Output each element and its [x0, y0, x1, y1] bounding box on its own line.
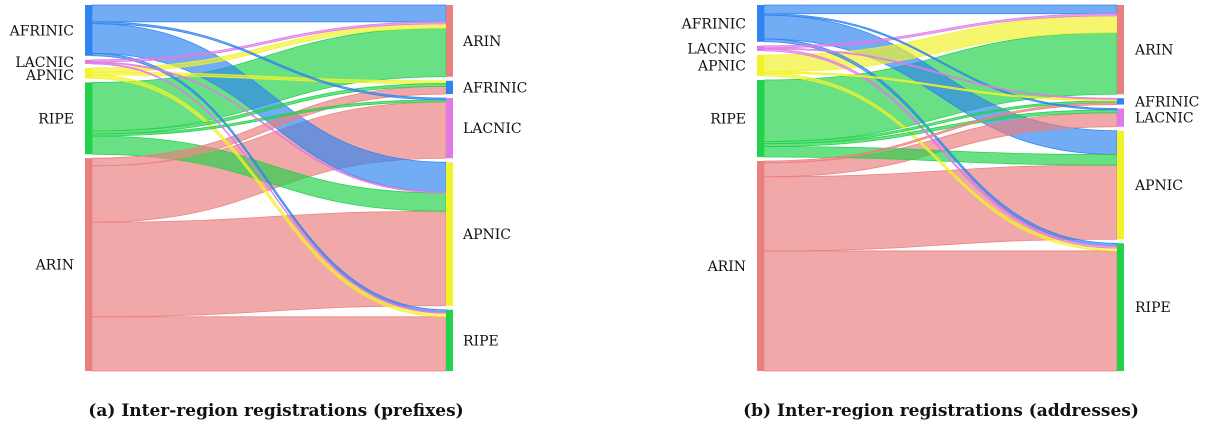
target-node-lacnic [446, 98, 453, 159]
target-node-afrinic [1117, 98, 1124, 105]
source-node-apnic [757, 55, 764, 76]
source-label-lacnic: LACNIC [687, 41, 746, 57]
target-label-ripe: RIPE [463, 333, 499, 349]
target-node-lacnic [1117, 108, 1124, 127]
flow-afrinic-to-arin [763, 4, 1118, 15]
source-node-ripe [757, 80, 764, 157]
source-node-afrinic [757, 5, 764, 42]
target-label-apnic: APNIC [462, 227, 511, 243]
region-labels: AFRINICLACNICAPNICRIPEARINARINAFRINICLAC… [9, 23, 528, 349]
source-node-ripe [85, 82, 92, 155]
source-label-afrinic: AFRINIC [681, 16, 746, 32]
target-label-afrinic: AFRINIC [462, 80, 527, 96]
region-labels: AFRINICLACNICAPNICRIPEARINARINAFRINICLAC… [681, 16, 1200, 316]
flow-arin-to-ripe [763, 250, 1118, 372]
source-node-lacnic [757, 45, 764, 51]
target-label-arin: ARIN [462, 34, 501, 50]
flow-afrinic-to-arin [91, 4, 447, 23]
source-label-lacnic: LACNIC [15, 55, 74, 71]
target-label-arin: ARIN [1134, 43, 1173, 59]
region-nodes [85, 5, 453, 371]
flow-links [91, 4, 447, 372]
caption-a: (a) Inter-region registrations (prefixes… [88, 401, 463, 421]
target-node-apnic [1117, 130, 1124, 240]
target-node-arin [1117, 5, 1124, 95]
target-label-lacnic: LACNIC [463, 121, 522, 137]
source-label-afrinic: AFRINIC [9, 23, 74, 39]
target-node-ripe [1117, 243, 1124, 371]
target-label-ripe: RIPE [1135, 300, 1171, 316]
target-label-lacnic: LACNIC [1135, 111, 1194, 127]
source-node-arin [85, 158, 92, 371]
target-label-apnic: APNIC [1134, 178, 1183, 194]
source-node-apnic [85, 67, 92, 79]
target-node-apnic [446, 162, 453, 306]
flow-links [763, 4, 1118, 372]
sankey-panel-b: AFRINICLACNICAPNICRIPEARINARINAFRINICLAC… [681, 4, 1200, 421]
source-label-arin: ARIN [707, 259, 746, 275]
source-label-arin: ARIN [35, 258, 74, 274]
source-label-apnic: APNIC [25, 68, 74, 84]
target-node-ripe [446, 309, 453, 371]
target-node-arin [446, 5, 453, 77]
source-label-ripe: RIPE [38, 111, 74, 127]
caption-b: (b) Inter-region registrations (addresse… [743, 401, 1139, 421]
source-node-arin [757, 161, 764, 371]
target-label-afrinic: AFRINIC [1134, 94, 1199, 110]
source-label-apnic: APNIC [697, 59, 746, 75]
target-node-afrinic [446, 80, 453, 95]
source-node-lacnic [85, 59, 92, 64]
source-node-afrinic [85, 5, 92, 56]
flow-arin-to-ripe [91, 316, 447, 372]
sankey-panel-a: AFRINICLACNICAPNICRIPEARINARINAFRINICLAC… [9, 4, 528, 421]
source-label-ripe: RIPE [710, 112, 746, 128]
region-nodes [757, 5, 1124, 371]
